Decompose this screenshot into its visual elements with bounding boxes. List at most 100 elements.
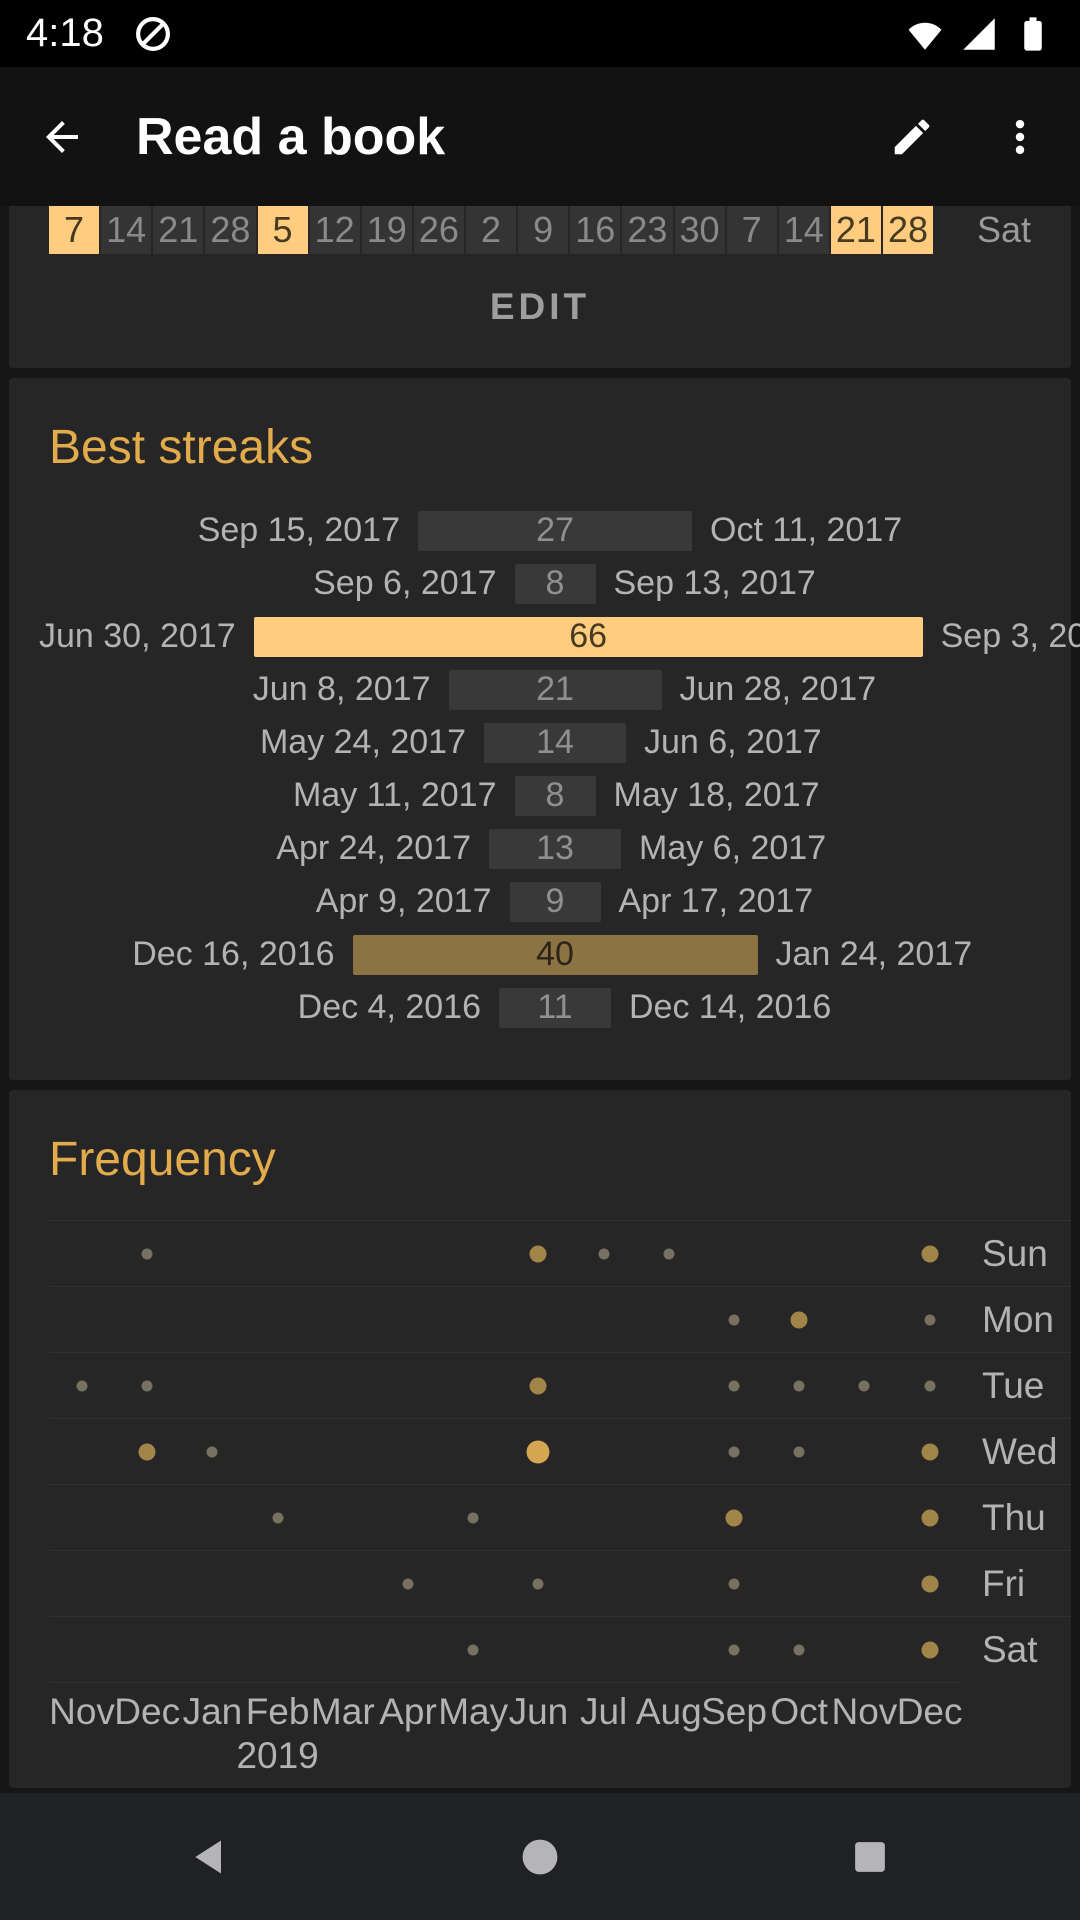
calendar-day-cell[interactable]: 5 [257,206,308,254]
streak-row: Apr 9, 2017 9 Apr 17, 2017 [39,875,1071,928]
streak-start-date: Apr 24, 2017 [276,829,471,867]
calendar-day-cell[interactable]: 28 [205,206,256,254]
calendar-day-cell[interactable]: 26 [413,206,464,254]
day-label: Mon [982,1298,1054,1340]
streak-bar: 66 [253,616,923,657]
frequency-row: Fri [49,1550,1071,1616]
overflow-menu-icon[interactable] [994,111,1046,163]
nav-home-icon[interactable] [510,1827,570,1887]
back-arrow-icon[interactable] [34,109,90,165]
frequency-dot [921,1245,939,1262]
streak-row: Apr 24, 2017 13 May 6, 2017 [39,822,1071,875]
page-title: Read a book [136,107,446,166]
frequency-dot [790,1311,808,1328]
frequency-dot [467,1512,479,1523]
frequency-dot [924,1380,936,1391]
streak-start-date: Dec 4, 2016 [297,988,481,1026]
frequency-dot [728,1644,740,1655]
streak-row: Jun 8, 2017 21 Jun 28, 2017 [39,663,1071,716]
frequency-dot [793,1380,805,1391]
frequency-dot [728,1446,740,1457]
streak-bar: 13 [489,828,621,869]
streak-row: May 11, 2017 8 May 18, 2017 [39,769,1071,822]
app-bar: Read a book [0,67,1080,206]
calendar-day-cell[interactable]: 7 [49,206,100,254]
month-label: Dec [114,1691,181,1732]
frequency-row: Mon [49,1286,1071,1352]
nav-recents-icon[interactable] [840,1827,900,1887]
frequency-dot [921,1641,939,1658]
frequency-dot [272,1512,284,1523]
calendar-day-cell[interactable]: 14 [101,206,152,254]
streak-end-date: Jun 28, 2017 [679,670,877,708]
streak-bar: 11 [499,987,611,1028]
frequency-row: Sat [49,1616,1071,1682]
streak-bar: 14 [484,722,626,763]
calendar-day-cell[interactable]: 19 [361,206,412,254]
streak-row: Sep 15, 2017 27 Oct 11, 2017 [39,504,1071,557]
streak-end-date: Apr 17, 2017 [618,882,814,920]
day-label: Thu [982,1496,1046,1538]
frequency-dot [793,1644,805,1655]
calendar-day-cell[interactable]: 23 [622,206,673,254]
wifi-icon [908,22,942,50]
streak-start-date: Apr 9, 2017 [315,882,492,920]
notification-circle-slash-icon [132,13,174,55]
calendar-day-cell[interactable]: 30 [674,206,725,254]
frequency-dot [532,1578,544,1589]
edit-pencil-icon[interactable] [886,111,938,163]
frequency-dots-area [49,1287,962,1352]
calendar-day-cell[interactable]: 9 [518,206,569,254]
frequency-dots-area [49,1419,962,1484]
streak-bar: 9 [509,881,601,922]
calendar-day-cell[interactable]: 14 [778,206,829,254]
streak-end-date: May 18, 2017 [613,776,820,814]
calendar-day-cell[interactable]: 7 [726,206,777,254]
calendar-day-cell[interactable]: 21 [830,206,881,254]
frequency-dot [141,1380,153,1391]
frequency-row: Wed [49,1418,1071,1484]
day-label: Tue [982,1364,1045,1406]
streak-end-date: Jan 24, 2017 [775,935,973,973]
month-label: Jul [579,1691,628,1732]
status-icons [904,13,1054,55]
frequency-dot [138,1443,156,1460]
calendar-day-cell[interactable]: 12 [309,206,360,254]
streak-start-date: May 24, 2017 [259,723,466,761]
calendar-day-cell[interactable]: 21 [153,206,204,254]
cell-signal-icon [963,17,995,50]
frequency-dot [402,1578,414,1589]
calendar-day-cell[interactable]: 28 [883,206,934,254]
streak-bar: 8 [514,775,596,816]
best-streaks-title: Best streaks [49,421,314,474]
frequency-dot [793,1446,805,1457]
frequency-dot [206,1446,218,1457]
frequency-dot [598,1248,610,1259]
frequency-dot [663,1248,675,1259]
streak-bar: 40 [352,934,758,975]
best-streaks-card: Best streaks Sep 15, 2017 27 Oct 11, 2017 S… [9,378,1080,1080]
frequency-row: Thu [49,1484,1071,1550]
frequency-dots-area [49,1353,962,1418]
streak-bar: 8 [514,563,596,604]
edit-history-button[interactable]: EDIT [489,286,591,327]
calendar-strip: 7 14 21 28 5 12 19 26 2 9 16 23 30 7 14 21 28 [49,206,934,254]
frequency-dot [728,1314,740,1325]
frequency-dot [728,1578,740,1589]
streak-end-date: Sep 13, 2017 [613,564,816,602]
clock: 4:18 [26,11,104,55]
frequency-dots-area [49,1485,962,1550]
history-card: 7 14 21 28 5 12 19 26 2 9 16 23 30 7 14 21 28 Sat EDIT [9,206,1071,368]
day-label: Sun [982,1232,1048,1274]
month-label: Nov [831,1691,898,1732]
calendar-day-cell[interactable]: 2 [466,206,517,254]
streak-row: Jun 30, 2017 66 Sep 3, 2017 [39,610,1080,663]
streak-start-date: Sep 15, 2017 [197,511,400,549]
calendar-day-cell[interactable]: 16 [570,206,621,254]
android-nav-bar [0,1793,1080,1920]
status-bar: 4:18 [0,0,1080,67]
frequency-card: Frequency Sun Mon Tue Wed Thu Fri Sat Nov Dec Ja… [9,1090,1071,1788]
streak-end-date: Sep 3, 2017 [940,617,1080,655]
nav-back-icon[interactable] [180,1827,240,1887]
